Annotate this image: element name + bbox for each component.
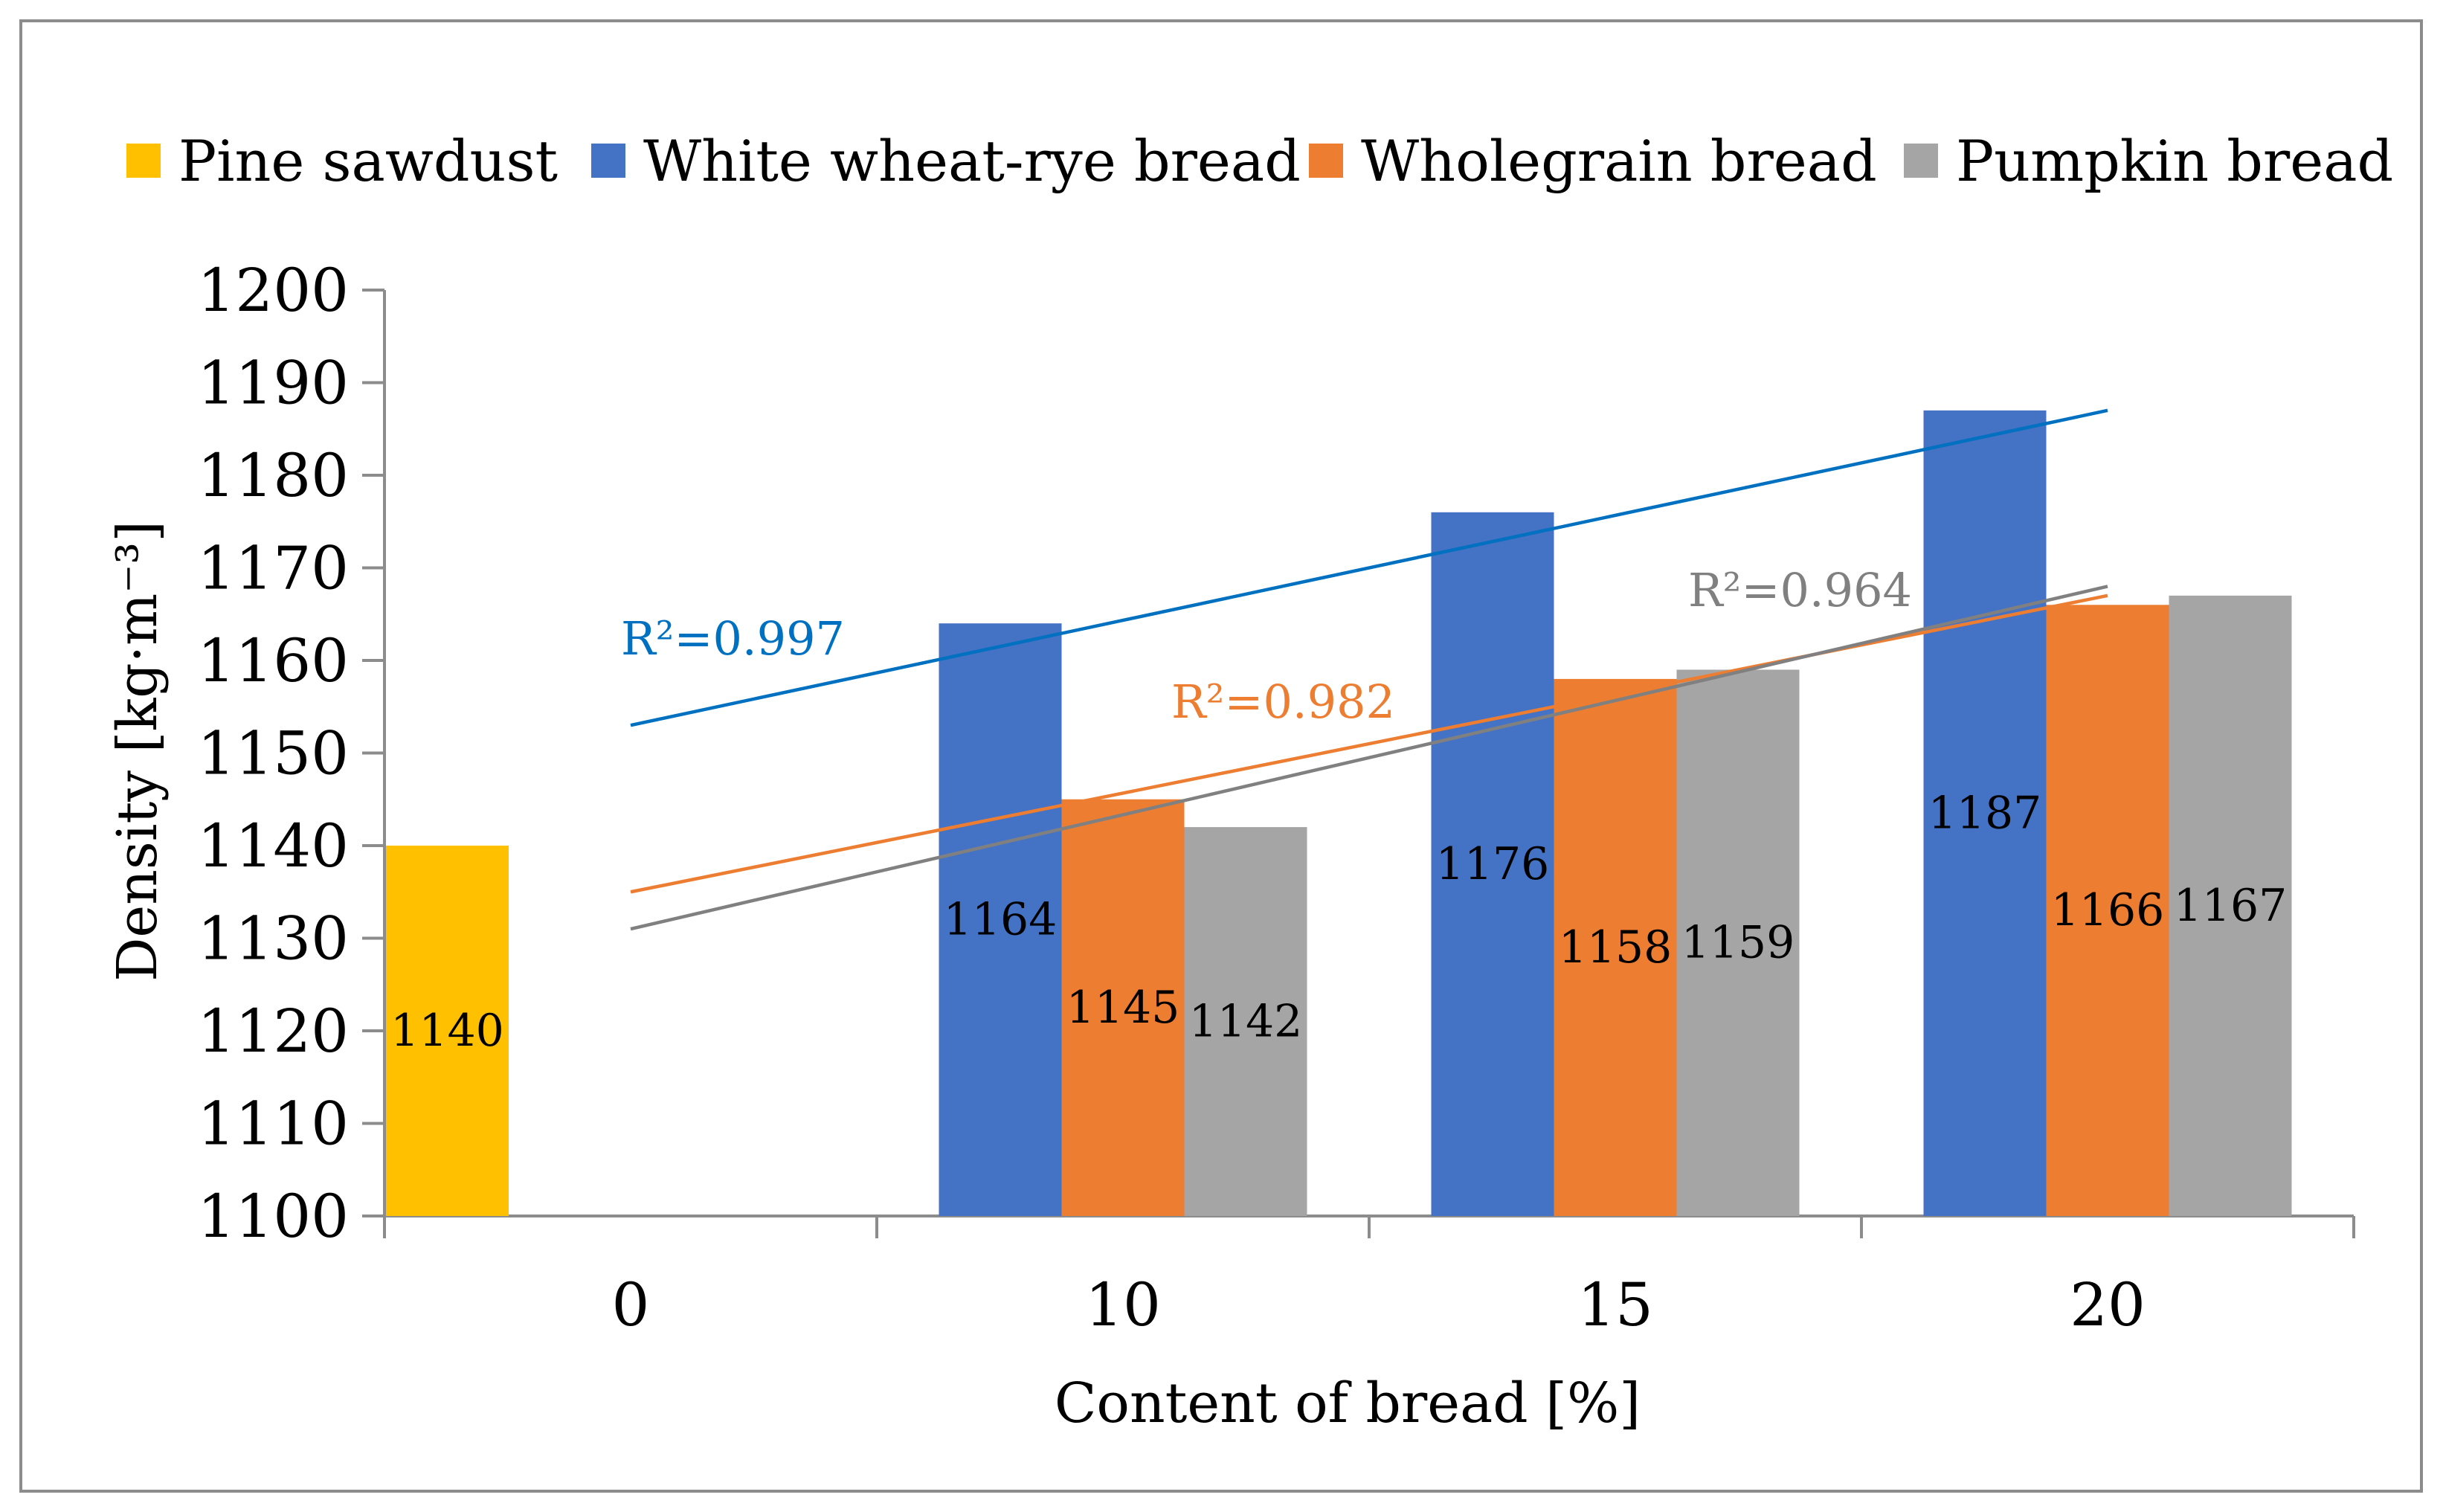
y-axis: 1100 1110 1120 1130 1140 1150 1160 1170 1180 1190… [197,256,386,1251]
bar [1431,512,1554,1216]
legend-swatch [591,144,625,178]
y-tick-label: 1190 [197,349,349,418]
bar [1061,799,1185,1216]
trendlines: R²=0.997 R²=0.982 R²=0.964 [621,408,2108,931]
bar-value-label: 1187 [1928,787,2042,839]
bar [1554,678,1677,1216]
bar-value-label: 1164 [944,894,1058,946]
x-axis-title: Content of bread [%] [1055,1371,1641,1435]
bar-value-label: 1159 [1681,917,1795,969]
r-squared-label: R²=0.997 [621,611,845,666]
legend-label: Wholegrain bread [1361,128,1877,194]
legend-swatch [1904,144,1938,178]
r-squared-label: R²=0.964 [1688,563,1912,617]
y-tick-label: 1180 [197,441,349,510]
y-tick-label: 1140 [197,811,349,881]
bar [1676,669,1800,1216]
r-squared-label: R²=0.982 [1171,675,1395,729]
legend-label: Pine sawdust [178,128,558,194]
bar-value-label: 1158 [1559,921,1673,974]
y-tick-label: 1150 [197,719,349,788]
bar [939,623,1062,1216]
legend: Pine sawdust White wheat-rye bread Wholegr… [126,128,2393,194]
bar-value-label: 1140 [390,1005,504,1057]
x-tick-label: 0 [612,1270,650,1339]
bar-value-label: 1145 [1066,982,1180,1034]
bar [386,846,509,1216]
x-axis: 0 10 15 20 [383,1215,2355,1339]
bars [386,410,2292,1216]
bar-value-label: 1142 [1189,996,1303,1048]
y-tick-label: 1110 [197,1090,349,1159]
bar [1923,410,2047,1216]
y-tick-label: 1170 [197,534,349,603]
y-tick-label: 1100 [197,1182,349,1251]
y-axis-title: Density [kg·m⁻³] [106,521,170,982]
bar-value-label: 1166 [2051,884,2165,936]
legend-label: Pumpkin bread [1956,128,2393,194]
y-tick-label: 1160 [197,626,349,695]
x-tick-label: 15 [1577,1270,1653,1339]
bar-value-label: 1176 [1436,838,1550,890]
legend-swatch [126,144,161,178]
legend-label: White wheat-rye bread [643,128,1301,194]
bar-value-label: 1167 [2174,880,2288,932]
bar [2046,605,2169,1216]
legend-swatch [1309,144,1343,178]
bar [2169,595,2292,1216]
trendline [630,585,2108,931]
trendline [630,408,2108,727]
bar [1184,827,1307,1216]
y-tick-label: 1130 [197,904,349,974]
y-tick-label: 1120 [197,997,349,1066]
x-tick-label: 10 [1085,1270,1161,1339]
y-tick-label: 1200 [197,256,349,325]
x-tick-label: 20 [2070,1270,2146,1339]
